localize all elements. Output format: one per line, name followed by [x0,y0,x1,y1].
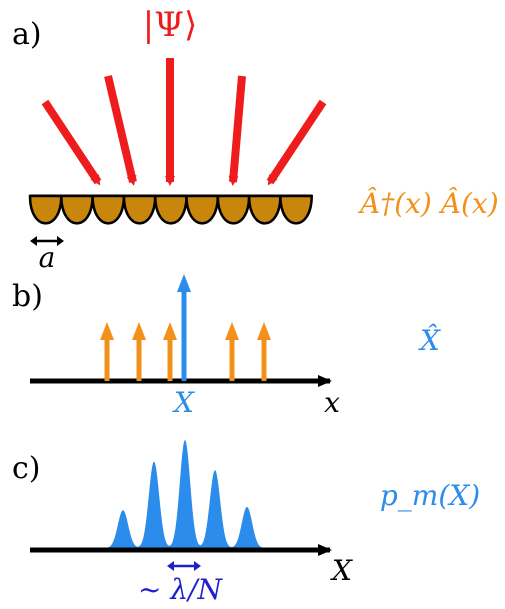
incident-arrow-2 [104,75,137,186]
panel-a-label: a) [12,17,42,52]
incident-arrow-1 [41,99,102,186]
lattice-spacing-arrow [30,236,64,246]
measured-position-arrows [100,322,271,381]
detector-pixel [122,194,157,225]
detector-pixel [247,194,282,225]
intensity-operator-label: Â†(x) Â(x) [357,187,499,220]
probability-distribution [105,440,265,548]
lattice-spacing-label: a [39,241,56,274]
peak-width-label: ~ λ/N [138,573,224,606]
detector-array [28,194,313,225]
mean-position-label: X [172,386,195,419]
incident-arrow-5 [266,99,327,186]
peak-width-arrow [167,561,201,571]
detector-pixel [153,194,188,225]
detector-pixel [185,194,220,225]
detector-pixel [28,194,63,225]
position-arrow-5 [257,322,271,381]
position-arrow-2 [132,322,146,381]
position-arrow-4 [225,322,239,381]
mean-position-arrow [177,274,191,381]
position-arrow-3 [163,322,177,381]
panel-c-label: c) [12,451,41,486]
position-axis-label: x [324,386,340,419]
position-operator-label: X̂ [418,324,441,357]
distribution-label: p_m(X) [380,479,480,512]
detector-pixel [91,194,126,225]
incident-light-arrows [41,58,327,186]
state-ket-label: |Ψ⟩ [143,5,198,45]
estimate-axis-label: X [330,554,353,587]
panel-b-label: b) [12,279,43,314]
incident-arrow-4 [228,75,246,186]
detector-pixel [216,194,251,225]
position-arrow-1 [100,322,114,381]
detector-pixel [60,194,94,225]
detector-pixel [279,194,313,225]
